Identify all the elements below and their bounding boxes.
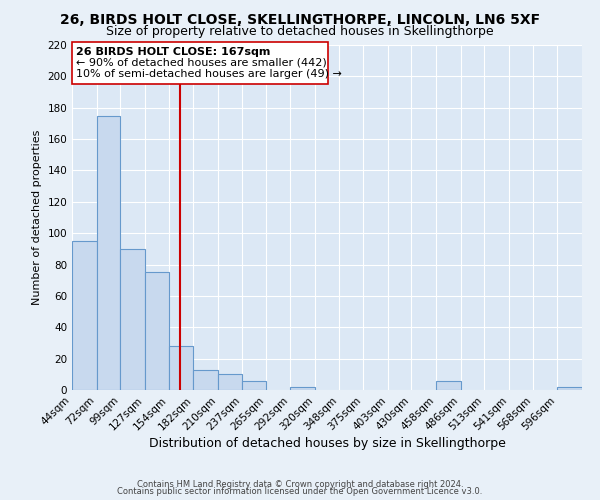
Text: Size of property relative to detached houses in Skellingthorpe: Size of property relative to detached ho… bbox=[106, 25, 494, 38]
Bar bbox=[97, 116, 121, 390]
Bar bbox=[169, 346, 193, 390]
Text: Contains HM Land Registry data © Crown copyright and database right 2024.: Contains HM Land Registry data © Crown c… bbox=[137, 480, 463, 489]
Text: 10% of semi-detached houses are larger (49) →: 10% of semi-detached houses are larger (… bbox=[76, 68, 342, 78]
Bar bbox=[436, 380, 461, 390]
Bar bbox=[290, 387, 314, 390]
Text: ← 90% of detached houses are smaller (442): ← 90% of detached houses are smaller (44… bbox=[76, 58, 327, 68]
Text: 26, BIRDS HOLT CLOSE, SKELLINGTHORPE, LINCOLN, LN6 5XF: 26, BIRDS HOLT CLOSE, SKELLINGTHORPE, LI… bbox=[60, 12, 540, 26]
Bar bbox=[121, 249, 145, 390]
Bar bbox=[242, 380, 266, 390]
Text: 26 BIRDS HOLT CLOSE: 167sqm: 26 BIRDS HOLT CLOSE: 167sqm bbox=[76, 46, 271, 56]
Bar bbox=[72, 42, 328, 84]
Bar bbox=[72, 241, 97, 390]
Bar bbox=[193, 370, 218, 390]
Bar bbox=[557, 387, 582, 390]
Text: Contains public sector information licensed under the Open Government Licence v3: Contains public sector information licen… bbox=[118, 487, 482, 496]
Y-axis label: Number of detached properties: Number of detached properties bbox=[32, 130, 42, 305]
Bar bbox=[145, 272, 169, 390]
Bar bbox=[218, 374, 242, 390]
X-axis label: Distribution of detached houses by size in Skellingthorpe: Distribution of detached houses by size … bbox=[149, 438, 505, 450]
